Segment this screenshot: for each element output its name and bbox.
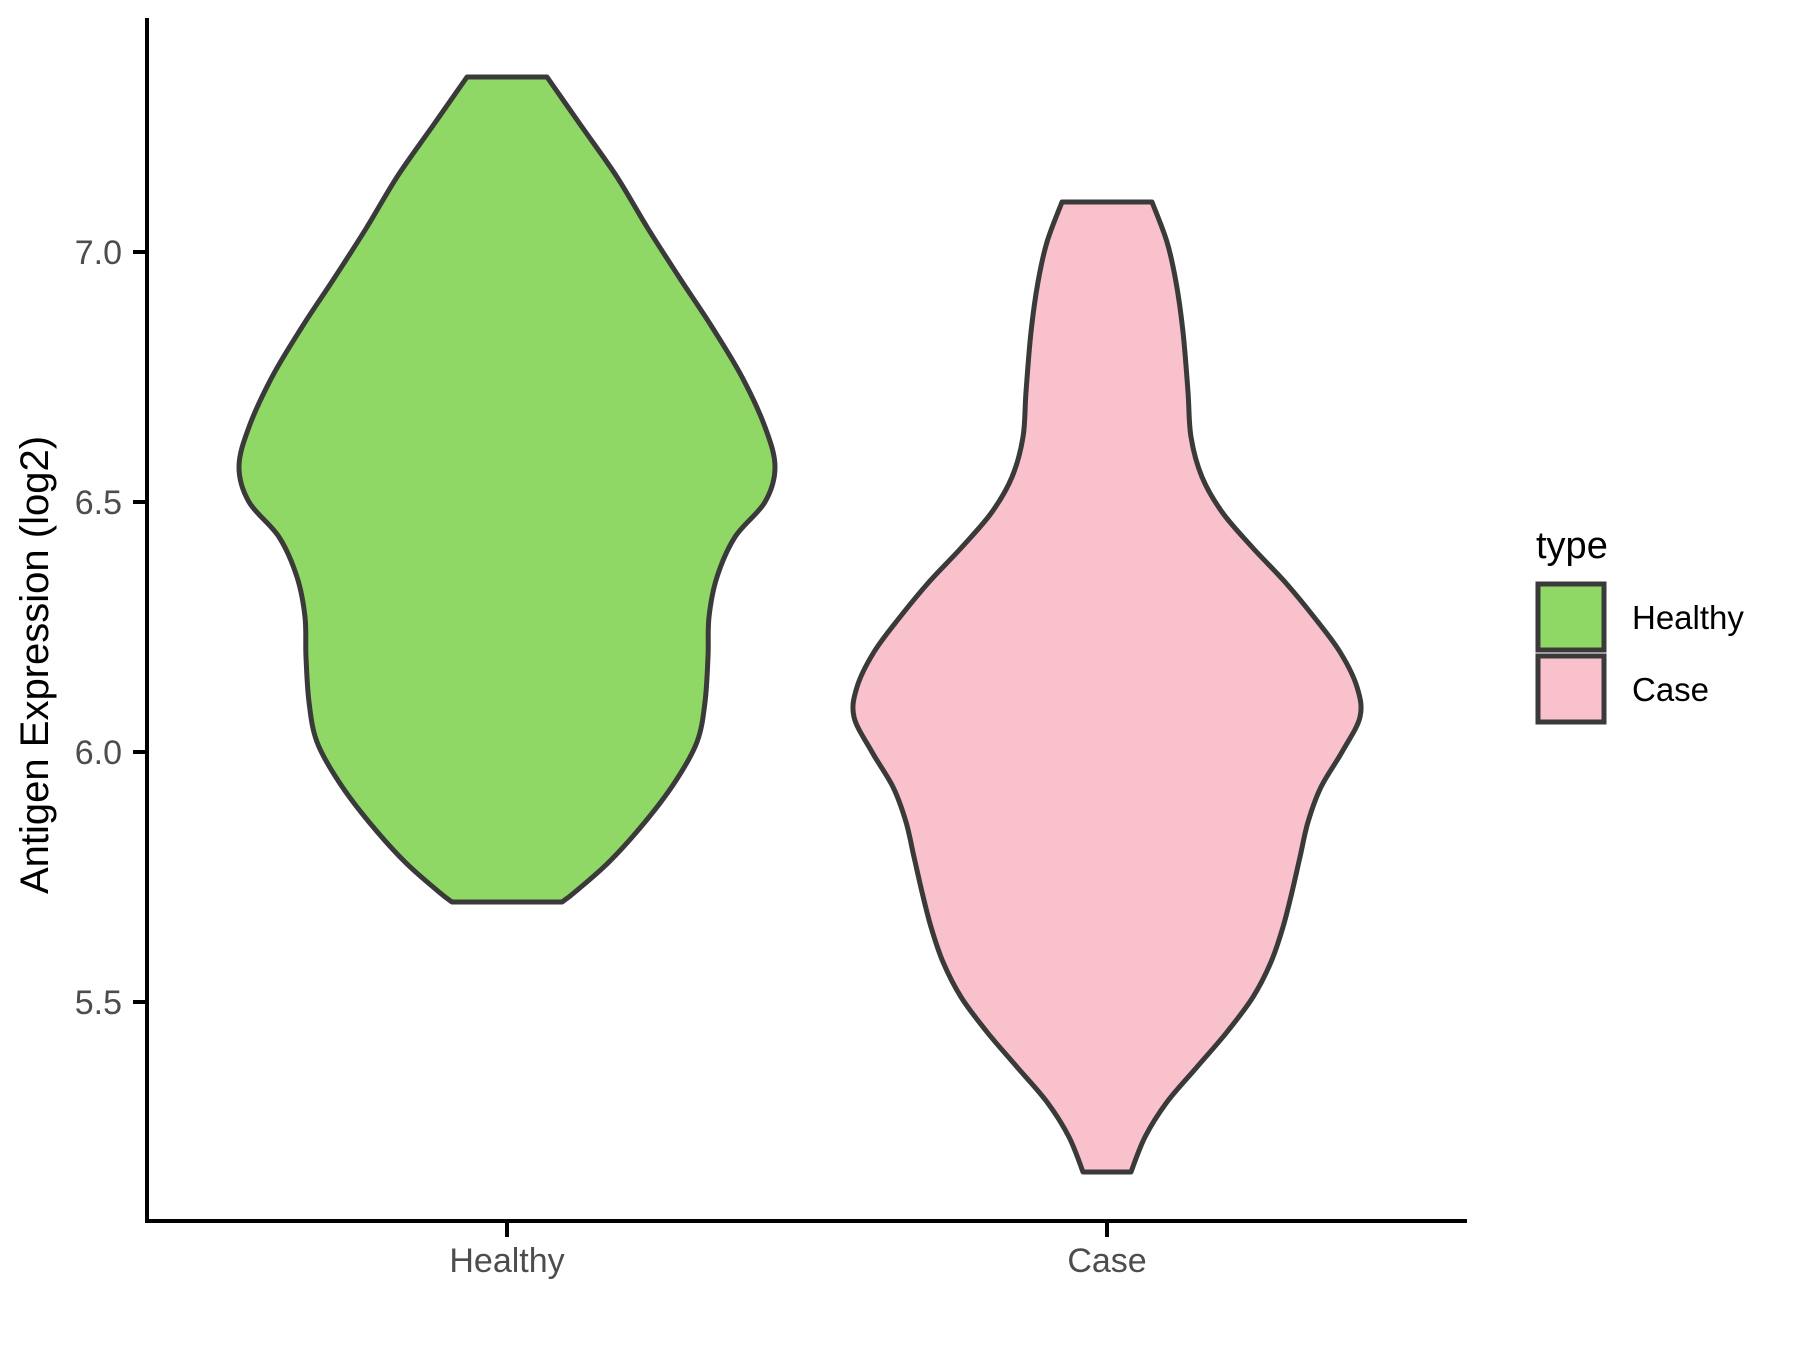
violins: [236, 74, 1364, 1175]
y-tick-label-6-5: 6.5: [75, 484, 122, 522]
legend: type Healthy Case: [1535, 525, 1744, 725]
x-tick-label-case: Case: [1067, 1242, 1146, 1280]
y-tick-label-7-0: 7.0: [75, 234, 122, 272]
violin-case: [850, 199, 1364, 1175]
legend-key-case: [1535, 653, 1607, 725]
x-axis: Healthy Case: [145, 1219, 1467, 1280]
legend-title: type: [1536, 525, 1608, 567]
y-axis: 5.5 6.0 6.5 7.0 Antigen Expression (log2…: [13, 18, 149, 1223]
violin-healthy: [236, 74, 778, 905]
y-tick-label-6-0: 6.0: [75, 734, 122, 772]
legend-label-healthy: Healthy: [1632, 599, 1744, 636]
legend-label-case: Case: [1632, 671, 1709, 708]
x-tick-label-healthy: Healthy: [449, 1242, 564, 1280]
y-axis-title: Antigen Expression (log2): [13, 436, 57, 894]
legend-key-healthy: [1535, 581, 1607, 653]
y-tick-label-5-5: 5.5: [75, 984, 122, 1022]
